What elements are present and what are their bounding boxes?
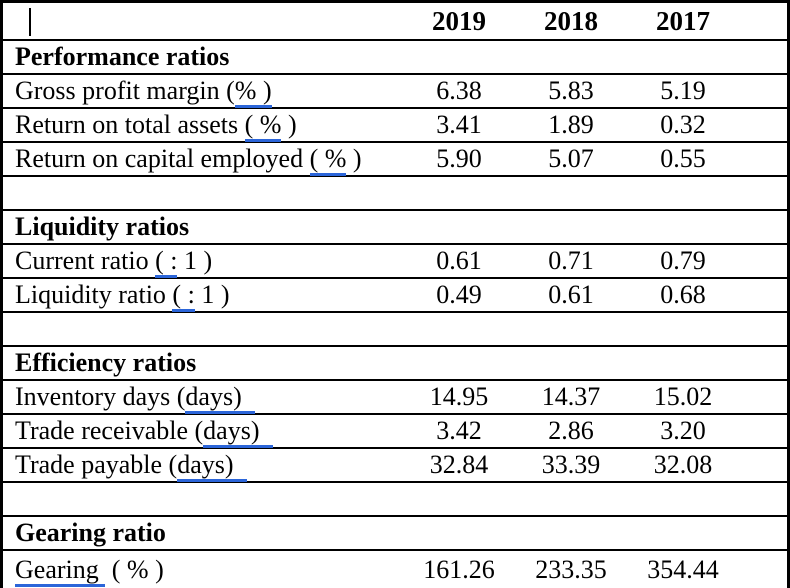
label-text: Trade receivable ( bbox=[15, 416, 204, 446]
value-2018: 5.07 bbox=[515, 142, 627, 177]
label-text: 1 ) bbox=[194, 280, 230, 310]
value-2017: 0.55 bbox=[627, 142, 739, 177]
spacer-cell bbox=[739, 380, 787, 415]
value-2018: 2.86 bbox=[515, 414, 627, 449]
spacer-cell bbox=[739, 3, 787, 41]
row-label: Trade payable (days) bbox=[3, 448, 403, 483]
section-title: Performance ratios bbox=[3, 40, 787, 75]
section-title: Efficiency ratios bbox=[3, 346, 787, 381]
value-2019: 32.84 bbox=[403, 448, 515, 483]
spacer-cell bbox=[739, 550, 787, 588]
value-2019: 3.41 bbox=[403, 108, 515, 143]
text-cursor bbox=[29, 8, 31, 37]
header-label-cell bbox=[3, 3, 403, 41]
row-label: Return on total assets ( % ) bbox=[3, 108, 403, 143]
label-text: Inventory days ( bbox=[15, 382, 186, 412]
label-text: Return on capital employed bbox=[15, 144, 310, 174]
value-2017: 32.08 bbox=[627, 448, 739, 483]
row-inventory-days: Inventory days (days) 14.95 14.37 15.02 bbox=[3, 380, 787, 415]
spacer-cell bbox=[739, 414, 787, 449]
row-label: Gearing ( % ) bbox=[3, 550, 403, 588]
header-year-2019: 2019 bbox=[403, 3, 515, 41]
section-performance-ratios: Performance ratios bbox=[3, 40, 787, 75]
row-label: Return on capital employed ( % ) bbox=[3, 142, 403, 177]
value-2018: 233.35 bbox=[515, 550, 627, 588]
value-2018: 0.71 bbox=[515, 244, 627, 279]
label-underlined-text: days) bbox=[203, 416, 273, 449]
label-underlined-text: Gearing bbox=[15, 555, 106, 587]
section-efficiency-ratios: Efficiency ratios bbox=[3, 346, 787, 381]
blank-cell bbox=[3, 482, 787, 517]
blank-cell bbox=[3, 312, 787, 347]
row-trade-payable: Trade payable (days) 32.84 33.39 32.08 bbox=[3, 448, 787, 483]
label-text: Trade payable ( bbox=[15, 450, 178, 480]
row-label: Inventory days (days) bbox=[3, 380, 403, 415]
value-2017: 15.02 bbox=[627, 380, 739, 415]
value-2019: 0.49 bbox=[403, 278, 515, 313]
header-year-2018: 2018 bbox=[515, 3, 627, 41]
value-2017: 0.32 bbox=[627, 108, 739, 143]
label-text: Current ratio bbox=[15, 246, 156, 276]
value-2019: 6.38 bbox=[403, 74, 515, 109]
spacer-cell bbox=[739, 244, 787, 279]
value-2018: 5.83 bbox=[515, 74, 627, 109]
blank-row bbox=[3, 312, 787, 347]
row-gross-profit-margin: Gross profit margin (% ) 6.38 5.83 5.19 bbox=[3, 74, 787, 109]
value-2017: 0.79 bbox=[627, 244, 739, 279]
spacer-cell bbox=[739, 142, 787, 177]
label-underlined-text: % ) bbox=[234, 76, 272, 109]
blank-cell bbox=[3, 176, 787, 211]
row-gearing: Gearing ( % ) 161.26 233.35 354.44 bbox=[3, 550, 787, 588]
spacer-cell bbox=[739, 448, 787, 483]
label-text: Gross profit margin ( bbox=[15, 76, 235, 106]
header-row: 2019 2018 2017 bbox=[3, 3, 787, 41]
row-label: Trade receivable (days) bbox=[3, 414, 403, 449]
value-2019: 5.90 bbox=[403, 142, 515, 177]
label-text: ) bbox=[346, 144, 362, 174]
header-year-2017: 2017 bbox=[627, 3, 739, 41]
value-2017: 5.19 bbox=[627, 74, 739, 109]
label-underlined-text: ( % bbox=[244, 110, 282, 143]
label-text: Liquidity ratio bbox=[15, 280, 173, 310]
value-2017: 354.44 bbox=[627, 550, 739, 588]
value-2018: 1.89 bbox=[515, 108, 627, 143]
blank-row bbox=[3, 176, 787, 211]
label-underlined-text: ( : bbox=[155, 246, 178, 279]
row-return-on-total-assets: Return on total assets ( % ) 3.41 1.89 0… bbox=[3, 108, 787, 143]
row-label: Current ratio ( : 1 ) bbox=[3, 244, 403, 279]
value-2018: 33.39 bbox=[515, 448, 627, 483]
spacer-cell bbox=[739, 108, 787, 143]
value-2019: 161.26 bbox=[403, 550, 515, 588]
value-2019: 14.95 bbox=[403, 380, 515, 415]
label-underlined-text: ( % bbox=[309, 144, 347, 177]
row-return-on-capital-employed: Return on capital employed ( % ) 5.90 5.… bbox=[3, 142, 787, 177]
row-trade-receivable: Trade receivable (days) 3.42 2.86 3.20 bbox=[3, 414, 787, 449]
blank-row bbox=[3, 482, 787, 517]
label-underlined-text: days) bbox=[185, 382, 255, 415]
spacer-cell bbox=[739, 278, 787, 313]
ratios-table: 2019 2018 2017 Performance ratios Gross … bbox=[3, 3, 787, 588]
row-current-ratio: Current ratio ( : 1 ) 0.61 0.71 0.79 bbox=[3, 244, 787, 279]
section-gearing-ratio: Gearing ratio bbox=[3, 516, 787, 551]
row-label: Gross profit margin (% ) bbox=[3, 74, 403, 109]
label-text: Return on total assets bbox=[15, 110, 245, 140]
section-liquidity-ratios: Liquidity ratios bbox=[3, 210, 787, 245]
value-2018: 0.61 bbox=[515, 278, 627, 313]
section-title: Liquidity ratios bbox=[3, 210, 787, 245]
section-title: Gearing ratio bbox=[3, 516, 787, 551]
label-text: 1 ) bbox=[177, 246, 213, 276]
value-2017: 0.68 bbox=[627, 278, 739, 313]
label-text: ( % ) bbox=[105, 555, 164, 584]
label-underlined-text: days) bbox=[177, 450, 247, 483]
row-liquidity-ratio: Liquidity ratio ( : 1 ) 0.49 0.61 0.68 bbox=[3, 278, 787, 313]
label-text: ) bbox=[281, 110, 297, 140]
value-2017: 3.20 bbox=[627, 414, 739, 449]
value-2019: 3.42 bbox=[403, 414, 515, 449]
row-label: Liquidity ratio ( : 1 ) bbox=[3, 278, 403, 313]
value-2019: 0.61 bbox=[403, 244, 515, 279]
label-underlined-text: ( : bbox=[172, 280, 195, 313]
value-2018: 14.37 bbox=[515, 380, 627, 415]
spacer-cell bbox=[739, 74, 787, 109]
